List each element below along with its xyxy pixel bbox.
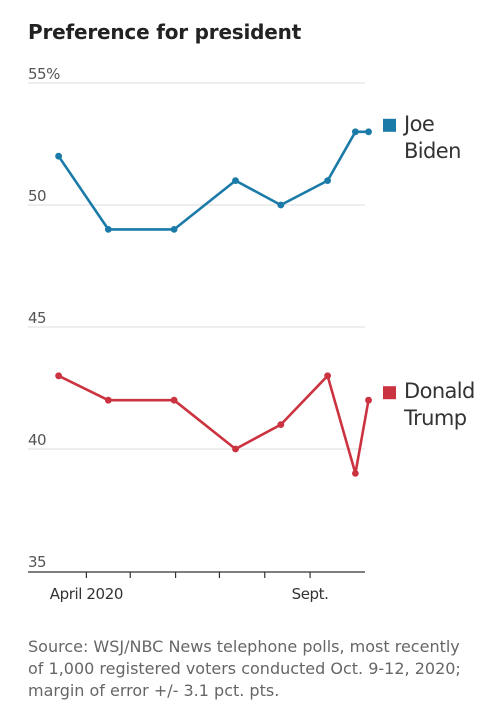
chart-title: Preference for president <box>28 20 302 44</box>
data-point <box>232 177 239 185</box>
data-point <box>232 445 239 453</box>
data-point <box>55 372 63 380</box>
data-point <box>104 396 112 404</box>
data-point <box>104 226 112 233</box>
x-tick-label: April 2020 <box>50 585 123 603</box>
data-point <box>324 372 332 380</box>
y-axis: 55% 50 45 40 35 <box>28 65 61 571</box>
gridlines <box>28 82 365 450</box>
data-point <box>324 177 332 185</box>
legend: Joe Biden Donald Trump <box>383 112 475 430</box>
data-point <box>170 226 178 233</box>
x-axis: April 2020 Sept. <box>28 571 365 603</box>
legend-label: Donald <box>404 379 475 403</box>
line-chart: 55% 50 45 40 35 April 2020 Sept. Joe Biden Dona… <box>28 65 475 603</box>
data-point <box>55 152 63 160</box>
y-tick-label: 40 <box>28 431 46 449</box>
data-point <box>351 128 359 136</box>
legend-label: Joe <box>402 112 434 136</box>
legend-label: Biden <box>404 139 461 163</box>
series-lines <box>55 128 372 477</box>
y-tick-label: 45 <box>28 309 46 327</box>
data-point <box>277 201 285 209</box>
source-note: Source: WSJ/NBC News telephone polls, mo… <box>28 637 461 700</box>
data-point <box>365 396 372 404</box>
series-line <box>58 374 370 475</box>
data-point <box>365 128 372 136</box>
legend-label: Trump <box>403 406 467 430</box>
data-point <box>351 470 359 477</box>
data-point <box>170 396 178 404</box>
y-tick-label: 50 <box>28 187 46 205</box>
series-line <box>57 130 369 231</box>
legend-swatch <box>383 118 396 132</box>
data-point <box>277 421 285 428</box>
legend-swatch <box>383 386 396 400</box>
y-tick-label: 35 <box>28 553 46 571</box>
y-tick-label: 55% <box>28 65 60 83</box>
x-tick-label: Sept. <box>292 585 329 603</box>
